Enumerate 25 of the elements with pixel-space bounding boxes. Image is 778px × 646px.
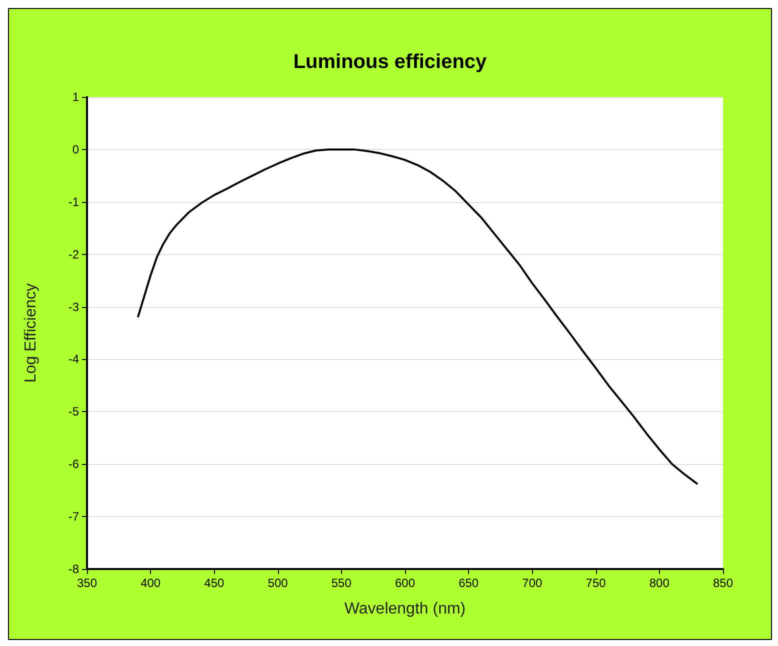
- x-tick-label: 600: [394, 576, 416, 590]
- x-tick-label: 700: [522, 576, 543, 590]
- line-series: [136, 148, 699, 486]
- x-tick-label: 400: [140, 576, 161, 590]
- y-tick-label: -3: [68, 300, 80, 314]
- x-tick-label: 650: [458, 576, 479, 590]
- y-tick-label: -7: [68, 510, 80, 524]
- y-tick-label: -8: [68, 562, 80, 576]
- x-tick-label: 500: [268, 576, 288, 590]
- y-tick-label: -2: [68, 247, 80, 262]
- x-tick-label: 850: [712, 576, 734, 590]
- y-tick-label: -1: [68, 194, 80, 209]
- x-axis-title: Wavelength (nm): [344, 600, 466, 618]
- x-tick-label: 450: [204, 576, 225, 590]
- chart-title: Luminous efficiency: [293, 51, 488, 73]
- y-tick-label: 0: [72, 142, 80, 156]
- x-tick-label: 800: [649, 576, 670, 590]
- x-tick-label: 550: [331, 576, 352, 590]
- y-tick-label: -5: [68, 404, 80, 419]
- x-tick-label: 350: [76, 576, 98, 590]
- y-tick-label: -6: [68, 457, 80, 472]
- x-tick-label: 750: [586, 576, 606, 590]
- y-tick-label: -4: [68, 352, 80, 366]
- y-axis-title: Log Efficiency: [22, 283, 40, 383]
- y-tick-label: 1: [72, 90, 80, 104]
